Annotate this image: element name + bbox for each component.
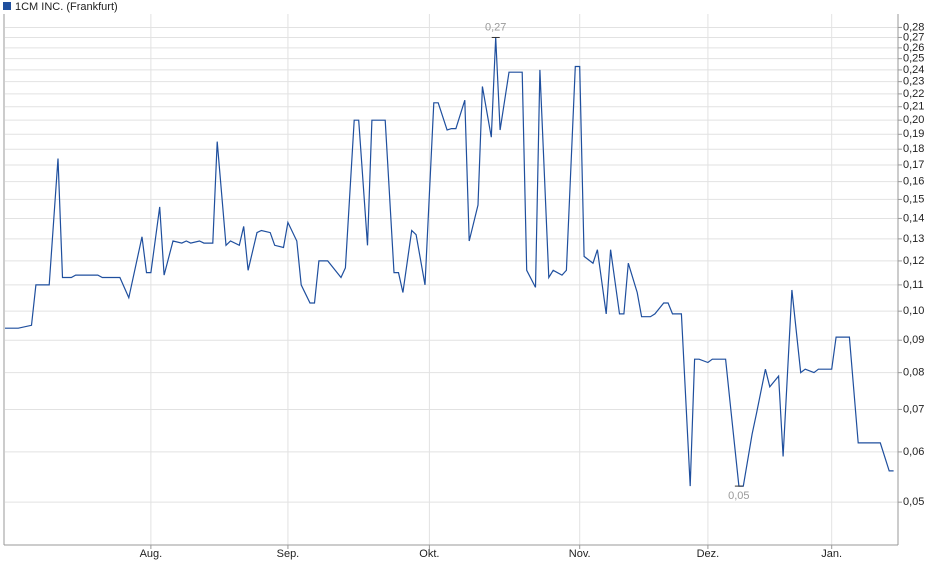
y-tick-label: 0,21 [903,101,924,113]
y-tick-label: 0,12 [903,255,924,267]
y-tick-label: 0,10 [903,305,924,317]
value-label: 0,27 [485,21,506,33]
y-tick-label: 0,06 [903,446,924,458]
y-tick-label: 0,28 [903,21,924,33]
y-tick-label: 0,27 [903,31,924,43]
y-tick-label: 0,20 [903,114,924,126]
price-line [5,37,894,487]
x-tick-label: Sep. [277,548,300,560]
y-tick-label: 0,26 [903,42,924,54]
y-tick-label: 0,08 [903,367,924,379]
y-tick-label: 0,24 [903,64,924,76]
y-tick-label: 0,23 [903,76,924,88]
value-label: 0,05 [728,490,749,502]
x-tick-label: Okt. [419,548,439,560]
y-tick-label: 0,22 [903,88,924,100]
x-tick-label: Aug. [140,548,163,560]
y-tick-label: 0,05 [903,496,924,508]
y-tick-label: 0,16 [903,176,924,188]
y-tick-label: 0,15 [903,193,924,205]
y-tick-label: 0,11 [903,279,924,291]
y-tick-label: 0,09 [903,334,924,346]
y-tick-label: 0,19 [903,128,924,140]
y-tick-label: 0,13 [903,233,924,245]
legend-swatch [3,2,11,10]
y-tick-label: 0,25 [903,53,924,65]
y-tick-label: 0,18 [903,143,924,155]
x-tick-label: Nov. [569,548,591,560]
y-tick-label: 0,14 [903,212,924,224]
x-tick-label: Jan. [821,548,842,560]
y-tick-label: 0,07 [903,403,924,415]
legend-label: 1CM INC. (Frankfurt) [15,1,118,13]
x-tick-label: Dez. [697,548,720,560]
y-tick-label: 0,17 [903,159,924,171]
